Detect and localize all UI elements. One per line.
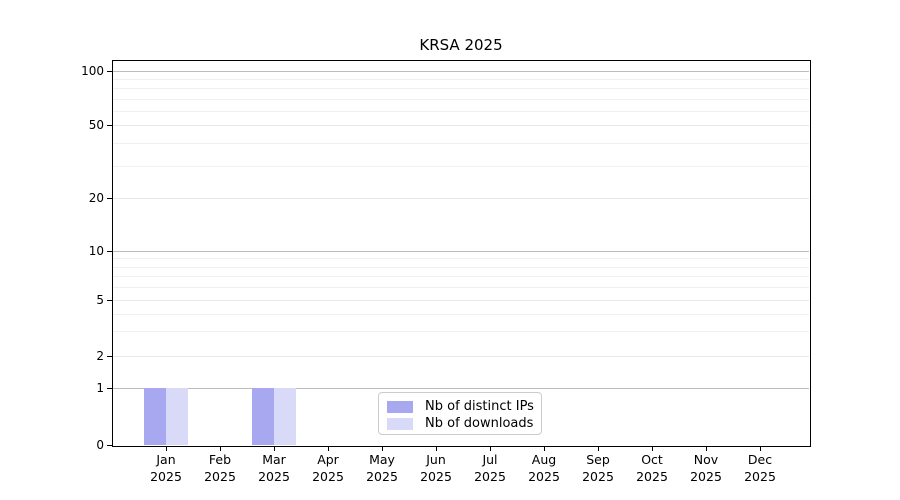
y-tick-label: 1 <box>96 381 104 395</box>
minor-gridline <box>113 258 809 259</box>
major-gridline <box>113 388 809 389</box>
x-tick <box>436 446 437 451</box>
x-tick <box>544 446 545 451</box>
legend-label-distinct-ips: Nb of distinct IPs <box>425 399 534 414</box>
y-tick-label: 10 <box>88 244 104 258</box>
minor-gridline <box>113 267 809 268</box>
minor-gridline <box>113 331 809 332</box>
minor-gridline <box>113 79 809 80</box>
minor-gridline <box>113 287 809 288</box>
x-tick-label: Jan 2025 <box>150 452 182 484</box>
major-gridline <box>113 300 809 301</box>
x-tick-label: Nov 2025 <box>690 452 722 484</box>
minor-gridline <box>113 276 809 277</box>
y-tick <box>107 356 112 357</box>
x-tick <box>760 446 761 451</box>
x-tick <box>220 446 221 451</box>
x-tick-label: Jun 2025 <box>420 452 452 484</box>
y-tick <box>107 445 112 446</box>
major-gridline <box>113 198 809 199</box>
minor-gridline <box>113 166 809 167</box>
x-tick-label: May 2025 <box>366 452 398 484</box>
legend-swatch-downloads <box>387 417 413 430</box>
y-tick <box>107 198 112 199</box>
minor-gridline <box>113 99 809 100</box>
legend: Nb of distinct IPs Nb of downloads <box>378 392 542 435</box>
x-tick <box>706 446 707 451</box>
chart-title: KRSA 2025 <box>419 36 503 54</box>
x-tick <box>598 446 599 451</box>
major-gridline <box>113 125 809 126</box>
bar-downloads <box>274 388 296 445</box>
y-tick-label: 20 <box>88 191 104 205</box>
major-gridline <box>113 251 809 252</box>
legend-item-distinct-ips: Nb of distinct IPs <box>387 398 534 415</box>
x-tick-label: Mar 2025 <box>258 452 290 484</box>
bar-distinct-ips <box>144 388 166 445</box>
y-tick-label: 2 <box>96 349 104 363</box>
y-tick-label: 100 <box>81 64 104 78</box>
major-gridline <box>113 71 809 72</box>
plot-frame <box>112 60 811 447</box>
legend-label-downloads: Nb of downloads <box>425 416 534 431</box>
legend-item-downloads: Nb of downloads <box>387 415 533 432</box>
y-tick <box>107 300 112 301</box>
x-tick <box>274 446 275 451</box>
x-tick-label: Dec 2025 <box>744 452 776 484</box>
y-tick-label: 0 <box>96 438 104 452</box>
x-tick-label: Sep 2025 <box>582 452 614 484</box>
x-tick <box>382 446 383 451</box>
x-tick-label: Aug 2025 <box>528 452 560 484</box>
minor-gridline <box>113 111 809 112</box>
x-tick <box>490 446 491 451</box>
x-tick <box>166 446 167 451</box>
minor-gridline <box>113 143 809 144</box>
minor-gridline <box>113 88 809 89</box>
bar-distinct-ips <box>252 388 274 445</box>
x-tick-label: Apr 2025 <box>312 452 344 484</box>
legend-swatch-distinct-ips <box>387 400 413 413</box>
major-gridline <box>113 356 809 357</box>
y-tick <box>107 388 112 389</box>
y-tick-label: 5 <box>96 293 104 307</box>
bar-downloads <box>166 388 188 445</box>
y-tick-label: 50 <box>88 118 104 132</box>
x-tick-label: Oct 2025 <box>636 452 668 484</box>
y-tick <box>107 71 112 72</box>
y-tick <box>107 251 112 252</box>
x-tick-label: Jul 2025 <box>474 452 506 484</box>
minor-gridline <box>113 314 809 315</box>
y-tick <box>107 125 112 126</box>
x-tick <box>328 446 329 451</box>
x-tick <box>652 446 653 451</box>
x-tick-label: Feb 2025 <box>204 452 236 484</box>
